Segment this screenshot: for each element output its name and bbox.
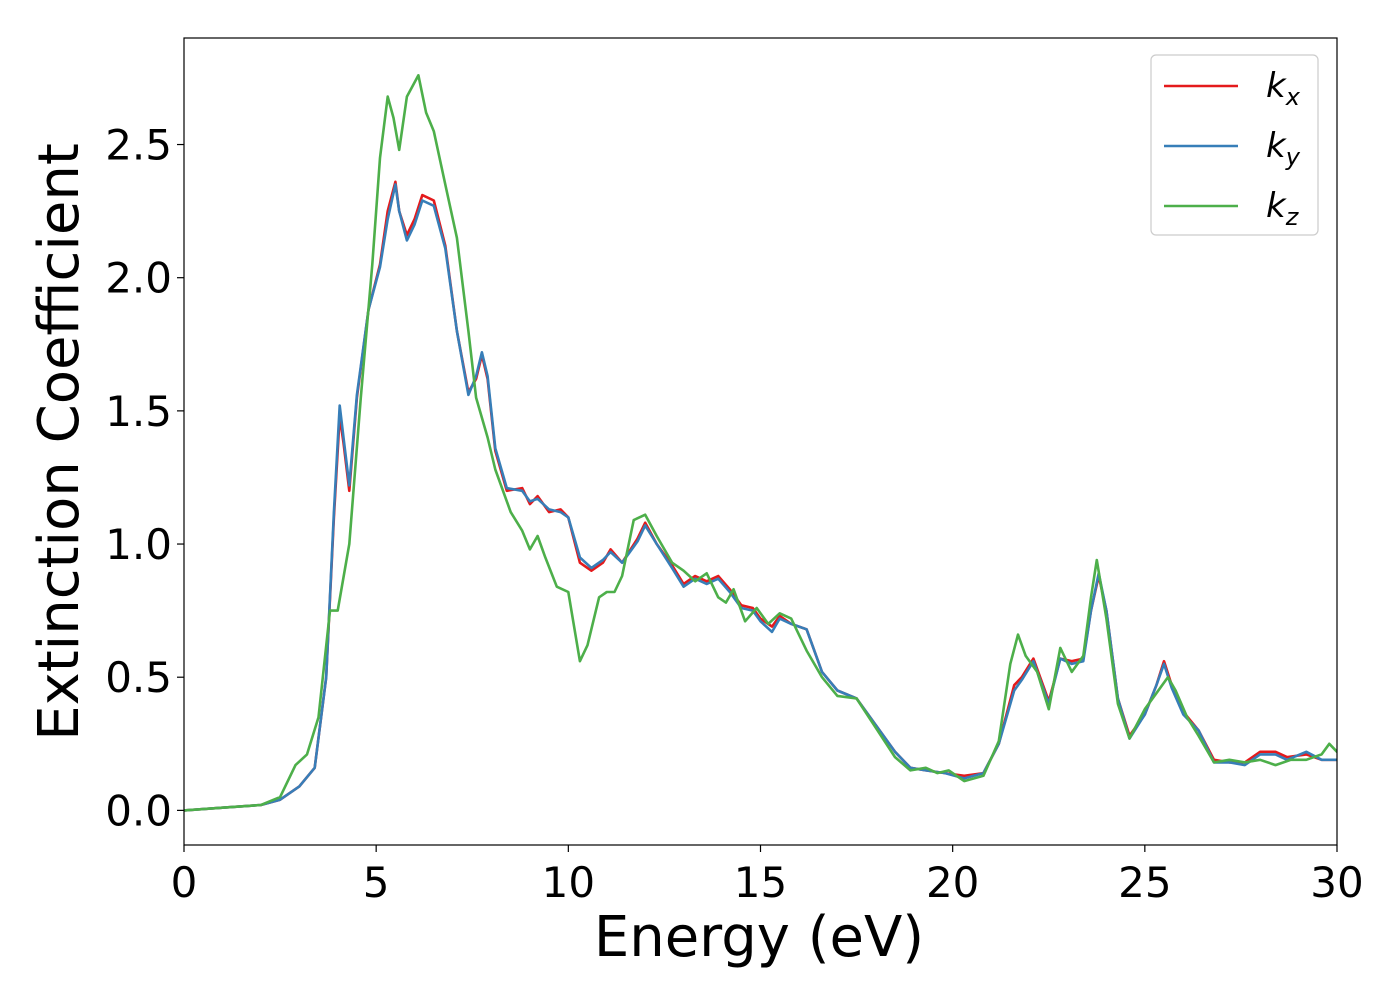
x-tick-label: 20 xyxy=(926,858,979,907)
legend-label-subscript: x xyxy=(1285,83,1301,111)
legend-label-base: k xyxy=(1266,126,1287,166)
x-tick-label: 5 xyxy=(363,858,390,907)
series-line-y xyxy=(184,183,1337,812)
plot-area xyxy=(184,74,1337,812)
legend-label-base: k xyxy=(1266,186,1287,226)
legend-label-x: kx xyxy=(1266,66,1301,111)
x-axis-label: Energy (eV) xyxy=(594,905,924,970)
y-axis: 0.0 0.5 1.0 1.5 2.0 2.5 xyxy=(105,121,184,835)
x-tick-label: 25 xyxy=(1118,858,1171,907)
y-tick-label: 0.0 xyxy=(105,786,172,835)
x-tick-label: 30 xyxy=(1310,858,1363,907)
legend-label-subscript: z xyxy=(1285,203,1300,231)
y-tick-label: 1.0 xyxy=(105,520,172,569)
x-tick-label: 15 xyxy=(734,858,787,907)
series-line-x xyxy=(184,180,1337,812)
x-tick-label: 10 xyxy=(542,858,595,907)
legend-label-y: ky xyxy=(1266,126,1301,171)
y-tick-label: 0.5 xyxy=(105,653,172,702)
x-axis: 0 5 10 15 20 25 30 xyxy=(171,845,1364,907)
y-tick-label: 2.0 xyxy=(105,254,172,303)
x-tick-label: 0 xyxy=(171,858,198,907)
y-tick-label: 1.5 xyxy=(105,387,172,436)
legend-label-subscript: y xyxy=(1285,143,1301,171)
legend-label-z: kz xyxy=(1266,186,1300,231)
series-line-z xyxy=(184,74,1337,812)
y-axis-label: Extinction Coefficient xyxy=(27,143,92,741)
y-tick-label: 2.5 xyxy=(105,121,172,170)
legend-label-base: k xyxy=(1266,66,1287,106)
